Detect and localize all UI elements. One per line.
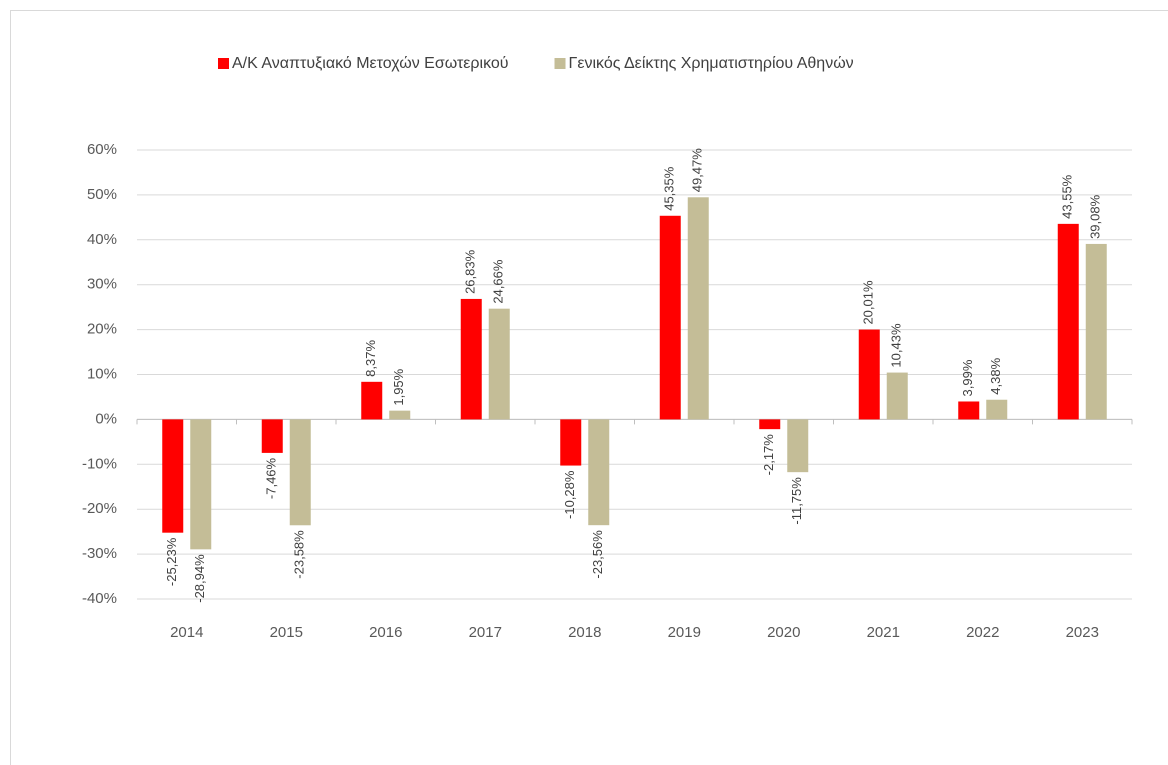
data-label: 24,66% <box>491 259 506 304</box>
x-tick-label: 2020 <box>767 624 800 641</box>
bar <box>1057 223 1079 420</box>
bar <box>759 419 781 430</box>
y-tick-label: 20% <box>87 321 117 338</box>
bar <box>858 329 880 420</box>
x-tick-label: 2014 <box>170 624 203 641</box>
data-label: 43,55% <box>1060 174 1075 219</box>
data-label: 45,35% <box>662 166 677 211</box>
data-label: -2,17% <box>761 434 776 476</box>
bar <box>588 419 610 526</box>
y-tick-label: -20% <box>82 500 117 517</box>
x-tick-label: 2023 <box>1066 624 1099 641</box>
bar <box>1085 243 1107 420</box>
y-tick-label: 60% <box>87 141 117 158</box>
bar <box>958 401 980 420</box>
bar <box>190 419 212 550</box>
data-label: 4,38% <box>988 357 1003 394</box>
bar <box>659 215 681 420</box>
data-label: 49,47% <box>690 148 705 193</box>
data-label: -28,94% <box>192 554 207 603</box>
y-tick-label: -10% <box>82 455 117 472</box>
bar <box>162 419 184 533</box>
bar <box>886 372 908 420</box>
bar <box>389 410 411 420</box>
data-label: -10,28% <box>562 470 577 519</box>
data-label: 10,43% <box>889 323 904 368</box>
data-label: 8,37% <box>363 340 378 377</box>
chart-border <box>10 10 1168 765</box>
x-tick-label: 2017 <box>469 624 502 641</box>
y-tick-label: 10% <box>87 365 117 382</box>
y-tick-label: 50% <box>87 186 117 203</box>
bar <box>986 399 1008 420</box>
data-label: -23,58% <box>292 530 307 579</box>
legend-swatch <box>218 58 229 69</box>
x-tick-label: 2022 <box>966 624 999 641</box>
y-tick-label: 0% <box>95 410 117 427</box>
data-label: 20,01% <box>861 280 876 325</box>
bar <box>488 308 510 420</box>
bar <box>361 381 383 420</box>
data-label: 39,08% <box>1088 194 1103 239</box>
x-tick-label: 2016 <box>369 624 402 641</box>
bar <box>787 419 809 473</box>
bar <box>687 197 709 420</box>
y-tick-label: -30% <box>82 545 117 562</box>
data-label: -11,75% <box>789 477 804 525</box>
bar <box>560 419 582 466</box>
x-tick-label: 2018 <box>568 624 601 641</box>
data-label: -25,23% <box>164 537 179 586</box>
data-label: -7,46% <box>264 457 279 499</box>
y-tick-label: 30% <box>87 276 117 293</box>
x-tick-label: 2015 <box>270 624 303 641</box>
data-label: -23,56% <box>590 530 605 579</box>
legend-swatch <box>554 58 566 69</box>
bar <box>289 419 311 526</box>
x-tick-label: 2021 <box>867 624 900 641</box>
data-label: 26,83% <box>463 249 478 294</box>
bar <box>261 419 283 453</box>
x-tick-label: 2019 <box>668 624 701 641</box>
y-tick-label: -40% <box>82 590 117 607</box>
legend-label: Α/Κ Αναπτυξιακό Μετοχών Εσωτερικού <box>232 55 509 72</box>
legend-label: Γενικός Δείκτης Χρηματιστηρίου Αθηνών <box>569 55 854 72</box>
bar <box>460 298 482 420</box>
y-tick-label: 40% <box>87 231 117 248</box>
data-label: 1,95% <box>391 368 406 405</box>
data-label: 3,99% <box>960 359 975 396</box>
